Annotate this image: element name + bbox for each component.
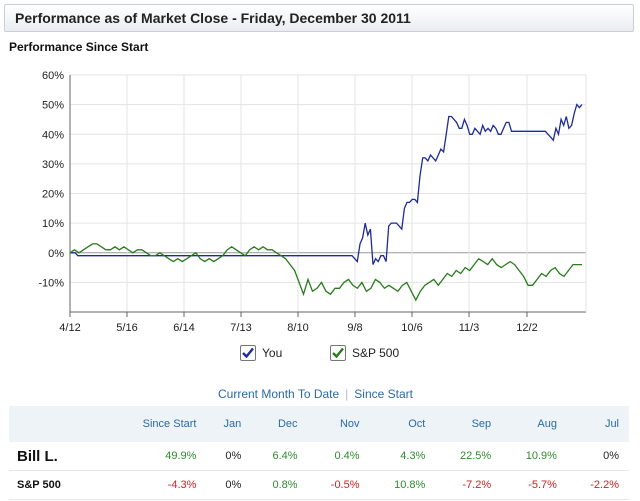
legend-sp500-label: S&P 500 (352, 346, 400, 360)
y-tick-label: 40% (42, 129, 64, 141)
header-cell: Dec (251, 406, 308, 442)
series-line-sp500 (69, 243, 582, 302)
x-tick-label: 12/2 (516, 322, 537, 334)
header-cell: Since Start (105, 406, 207, 442)
header-cell: Oct (369, 406, 436, 442)
table-cell: 22.5% (435, 442, 502, 471)
performance-chart: 60% 50% 40% 30% 20% 10% 0% -10% 4/12 5/16 6/14 7/13… (38, 70, 587, 334)
y-tick-label: 50% (42, 100, 64, 112)
table-cell: 49.9% (105, 442, 207, 471)
current-month-link[interactable]: Current Month To Date (218, 387, 340, 401)
sp500-checkbox[interactable] (330, 345, 346, 361)
y-tick-label: 0% (48, 248, 64, 260)
header-cell: Aug (501, 406, 567, 442)
legend-you[interactable]: You (240, 345, 282, 361)
table-cell: 0% (206, 470, 252, 500)
table-cell: 0% (206, 442, 252, 471)
performance-table: Since Start Jan Dec Nov Oct Sep Aug Jul … (9, 406, 629, 500)
y-tick-label: 20% (42, 189, 64, 201)
legend-you-label: You (262, 346, 283, 360)
x-tick-label: 6/14 (173, 322, 194, 334)
y-tick-label: 60% (42, 70, 64, 82)
table-cell: -0.5% (307, 470, 370, 500)
table-cell: -4.3% (105, 470, 207, 500)
table-cell: 0.4% (307, 442, 370, 471)
since-start-link[interactable]: Since Start (354, 387, 413, 401)
table-cell: 10.8% (369, 470, 436, 500)
legend-sp500[interactable]: S&P 500 (330, 345, 399, 361)
x-tick-label: 11/3 (459, 322, 480, 334)
check-icon (332, 347, 344, 359)
header-cell: Jan (206, 406, 252, 442)
header-title: Performance as of Market Close - Friday,… (15, 10, 411, 26)
table-cell: -7.2% (435, 470, 502, 500)
check-icon (242, 347, 254, 359)
header-cell: Jul (566, 406, 629, 442)
header-cell: Sep (435, 406, 502, 442)
link-separator: | (345, 387, 349, 401)
table-row: Bill L. 49.9% 0% 6.4% 0.4% 4.3% 22.5% 10… (9, 442, 629, 471)
x-tick-label: 9/8 (347, 322, 362, 334)
performance-header: Performance as of Market Close - Friday,… (4, 4, 634, 32)
table-cell: 10.9% (501, 442, 567, 471)
header-cell (9, 406, 106, 442)
table-cell: 4.3% (369, 442, 436, 471)
y-tick-label: 30% (42, 159, 64, 171)
x-tick-label: 7/13 (230, 322, 251, 334)
y-tick-label: 10% (42, 218, 64, 230)
table-cell: 0% (566, 442, 629, 471)
table-cell: 6.4% (251, 442, 308, 471)
x-tick-label: 4/12 (59, 322, 80, 334)
table-row: S&P 500 -4.3% 0% 0.8% -0.5% 10.8% -7.2% … (9, 470, 629, 500)
x-tick-label: 8/10 (287, 322, 308, 334)
table-cell: -5.7% (501, 470, 567, 500)
header-cell: Nov (307, 406, 370, 442)
row-name: S&P 500 (9, 470, 106, 500)
y-tick-label: -10% (38, 277, 64, 289)
chart-subtitle: Performance Since Start (9, 40, 149, 54)
table-cell: 0.8% (251, 470, 308, 500)
row-name[interactable]: Bill L. (9, 442, 106, 471)
table-cell: -2.2% (566, 470, 629, 500)
series-line-you (70, 103, 583, 265)
x-tick-label: 10/6 (401, 322, 422, 334)
period-links: Current Month To Date | Since Start (218, 387, 413, 401)
you-checkbox[interactable] (240, 345, 256, 361)
x-tick-label: 5/16 (116, 322, 137, 334)
table-header-row: Since Start Jan Dec Nov Oct Sep Aug Jul (9, 406, 629, 442)
